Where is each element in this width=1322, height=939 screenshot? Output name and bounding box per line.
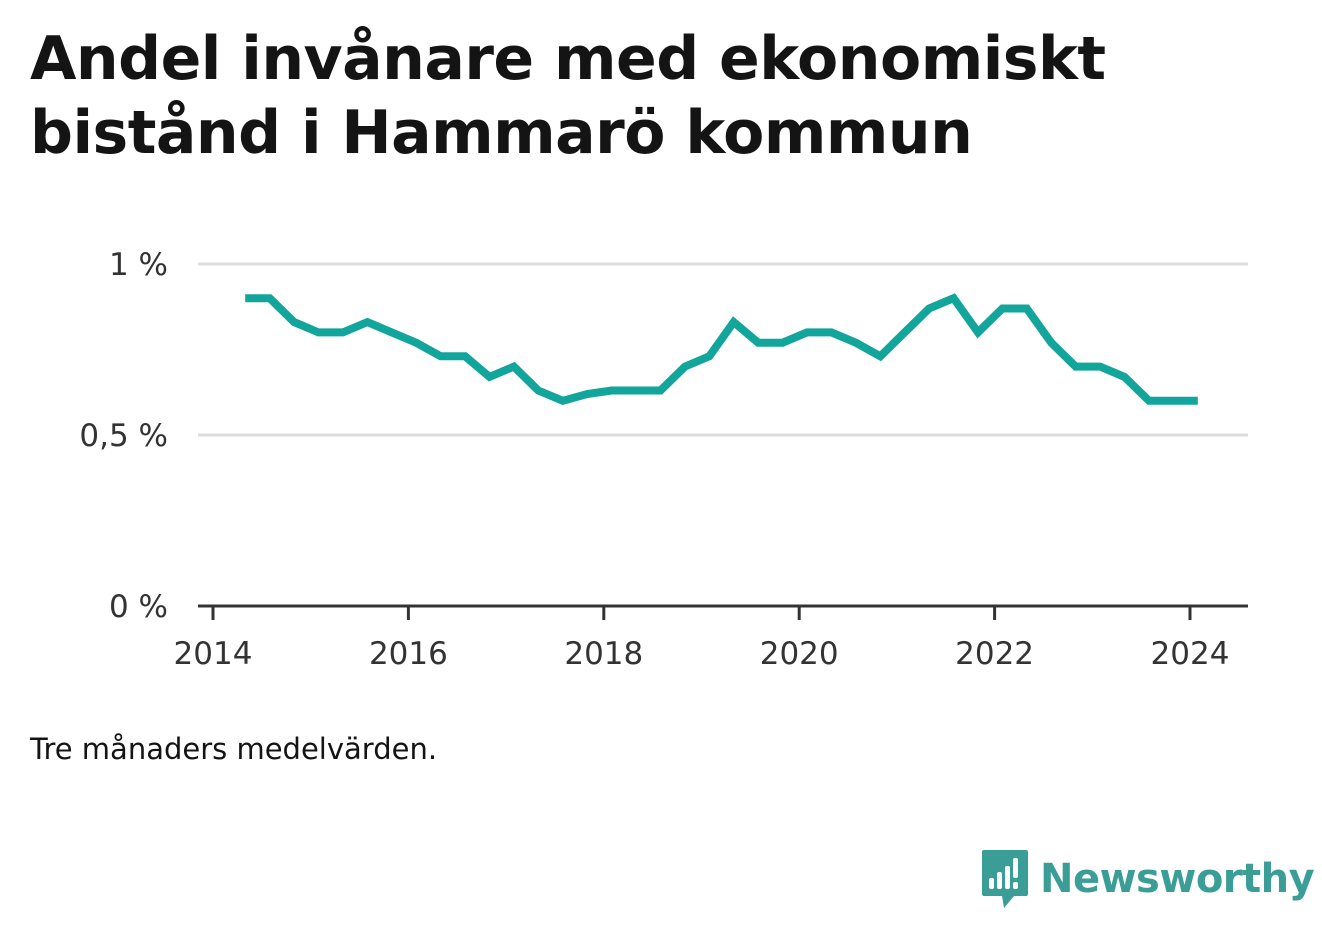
newsworthy-logo-icon — [982, 850, 1028, 908]
brand-name: Newsworthy — [1040, 856, 1315, 902]
brand-logo[interactable]: Newsworthy — [980, 846, 1315, 912]
x-tick-label: 2016 — [369, 636, 448, 672]
x-tick-label: 2024 — [1151, 636, 1230, 672]
gridlines — [198, 262, 1248, 437]
y-tick-label: 1 % — [109, 247, 168, 283]
x-tick-label: 2018 — [564, 636, 643, 672]
series-layer — [245, 293, 1198, 406]
x-tick-label: 2022 — [955, 636, 1034, 672]
line-chart: 0 % 0,5 % 1 % 2014 2016 2018 2020 2022 2024 — [79, 247, 1248, 672]
chart-title: Andel invånare med ekonomiskt bistånd i … — [30, 24, 1106, 168]
series-line — [245, 293, 1198, 406]
y-tick-label: 0,5 % — [79, 418, 168, 454]
y-axis-labels: 0 % 0,5 % 1 % — [79, 247, 168, 625]
chart-note: Tre månaders medelvärden. — [30, 732, 438, 766]
x-tick-label: 2014 — [174, 636, 253, 672]
x-tick-label: 2020 — [760, 636, 839, 672]
y-tick-label: 0 % — [109, 589, 168, 625]
x-axis: 2014 2016 2018 2020 2022 2024 — [174, 604, 1248, 672]
